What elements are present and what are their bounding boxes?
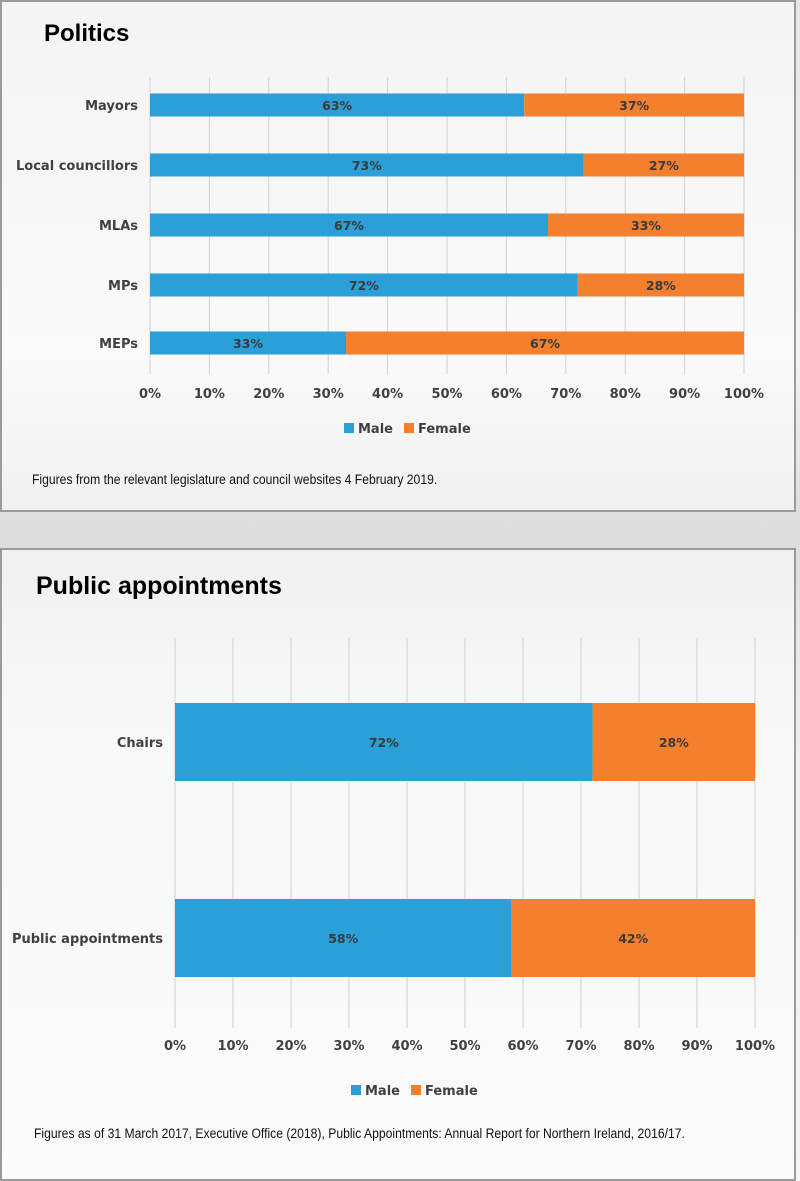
public-appointments-title: Public appointments: [36, 572, 282, 600]
data-label: 42%: [618, 931, 648, 946]
politics-chart: 0% 10% 20% 30% 40% 50% 60% 70% 80% 90% 100% Mayors 6…: [16, 77, 764, 437]
politics-footnote: Figures from the relevant legislature an…: [32, 472, 438, 487]
category-label: MPs: [108, 279, 138, 294]
data-label: 67%: [334, 218, 364, 233]
legend-swatch-female: [404, 423, 414, 433]
bar-female: [547, 213, 744, 237]
data-label: 28%: [646, 278, 676, 293]
x-tick-label: 100%: [724, 387, 764, 402]
x-tick-label: 80%: [610, 387, 641, 402]
x-tick-label: 70%: [550, 387, 581, 402]
data-label: 33%: [233, 336, 263, 351]
category-label: Mayors: [85, 99, 138, 114]
politics-title: Politics: [44, 20, 130, 47]
x-tick-label: 50%: [449, 1039, 480, 1054]
x-tick-label: 30%: [313, 387, 344, 402]
legend-swatch-female: [411, 1085, 421, 1095]
public-appointments-chart: 0% 10% 20% 30% 40% 50% 60% 70% 80% 90% 100% Chairs 7…: [12, 638, 775, 1099]
category-label: Chairs: [117, 736, 163, 751]
x-tick-label: 20%: [253, 387, 284, 402]
x-tick-label: 10%: [194, 387, 225, 402]
data-label: 28%: [659, 735, 689, 750]
x-tick-label: 50%: [431, 387, 462, 402]
data-label: 73%: [352, 158, 382, 173]
bar-male: [150, 273, 578, 297]
legend-swatch-male: [351, 1085, 361, 1095]
data-label: 27%: [649, 158, 679, 173]
x-tick-label: 90%: [669, 387, 700, 402]
data-label: 72%: [369, 735, 399, 750]
politics-panel: Politics 0% 10% 20% 30% 40% 50% 60% 70% 80% 90% 10…: [0, 0, 796, 512]
category-label: Local councillors: [16, 159, 138, 174]
data-label: 33%: [631, 218, 661, 233]
bar-female: [524, 93, 744, 117]
public-appointments-footnote: Figures as of 31 March 2017, Executive O…: [34, 1126, 685, 1141]
bar-male: [150, 153, 584, 177]
legend-swatch-male: [344, 423, 354, 433]
x-tick-label: 0%: [164, 1039, 186, 1054]
legend-label-female: Female: [425, 1084, 478, 1099]
x-tick-label: 20%: [275, 1039, 306, 1054]
bar-female: [577, 273, 744, 297]
x-tick-label: 30%: [333, 1039, 364, 1054]
x-tick-label: 60%: [491, 387, 522, 402]
bar-female: [583, 153, 744, 177]
x-tick-label: 90%: [681, 1039, 712, 1054]
data-label: 58%: [328, 931, 358, 946]
bar-male: [150, 331, 347, 355]
x-tick-label: 70%: [565, 1039, 596, 1054]
bar-female: [511, 899, 755, 977]
x-tick-label: 60%: [507, 1039, 538, 1054]
bar-male: [175, 899, 512, 977]
x-tick-label: 10%: [217, 1039, 248, 1054]
category-label: MLAs: [99, 219, 138, 234]
x-tick-label: 40%: [391, 1039, 422, 1054]
bar-female: [346, 331, 744, 355]
category-label: Public appointments: [12, 932, 163, 947]
bar-female: [592, 703, 755, 781]
bar-male: [175, 703, 593, 781]
x-tick-label: 40%: [372, 387, 403, 402]
data-label: 67%: [530, 336, 560, 351]
data-label: 63%: [322, 98, 352, 113]
bar-male: [150, 93, 525, 117]
legend-label-male: Male: [365, 1084, 400, 1099]
x-tick-label: 80%: [623, 1039, 654, 1054]
data-label: 72%: [349, 278, 379, 293]
bar-male: [150, 213, 548, 237]
public-appointments-panel: Public appointments 0% 10% 20% 30% 40% 50% 60%…: [0, 548, 796, 1181]
legend-label-male: Male: [358, 422, 393, 437]
x-tick-label: 100%: [735, 1039, 775, 1054]
category-label: MEPs: [99, 337, 138, 352]
data-label: 37%: [619, 98, 649, 113]
legend-label-female: Female: [418, 422, 471, 437]
x-tick-label: 0%: [139, 387, 161, 402]
